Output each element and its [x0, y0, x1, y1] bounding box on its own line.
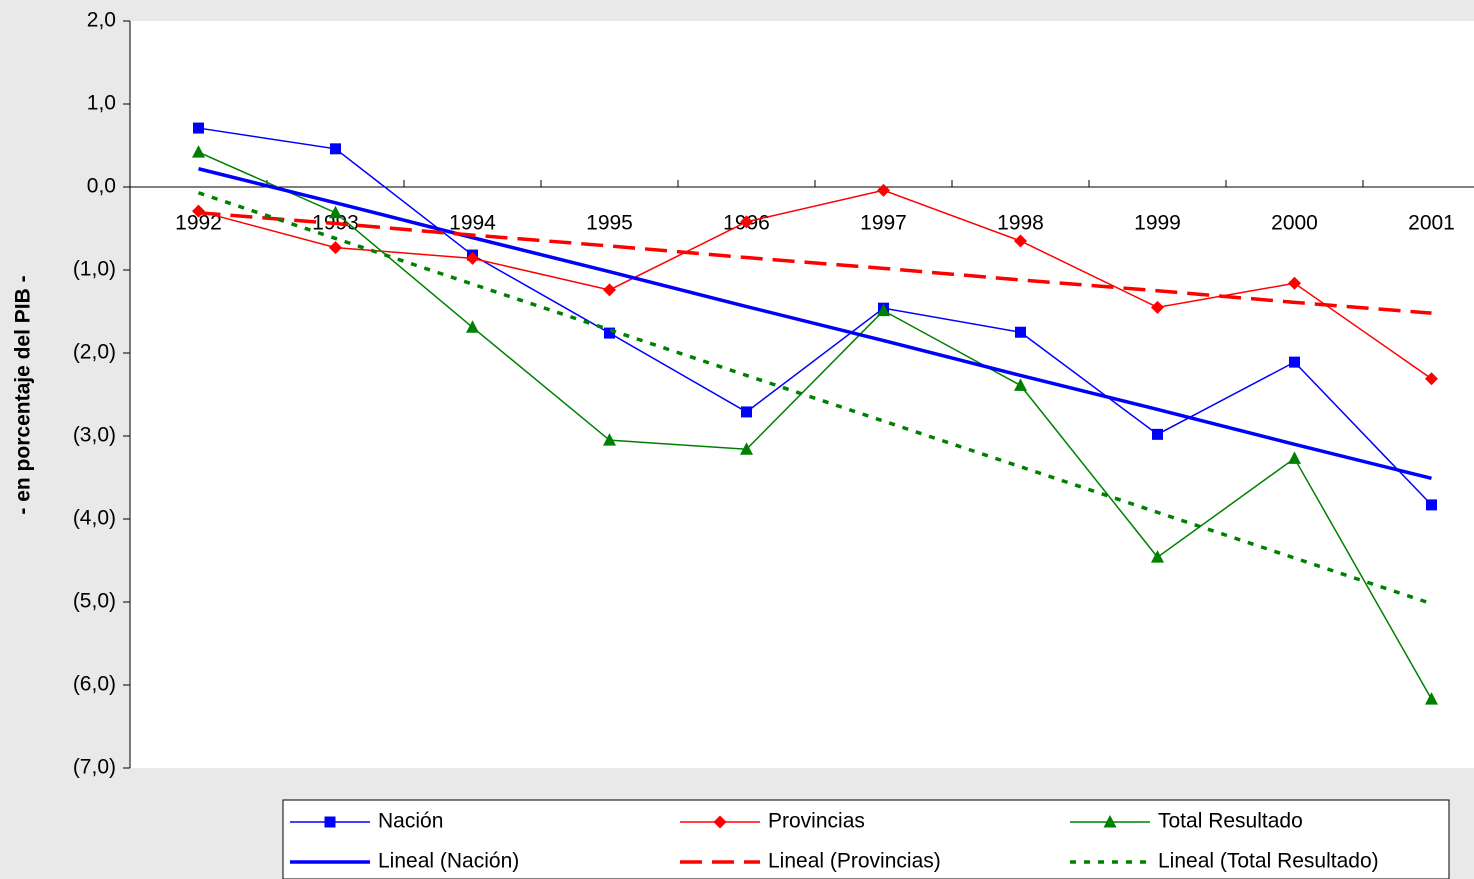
point: [466, 251, 479, 265]
plot-area: [130, 21, 1474, 768]
legend-label: Total Resultado: [1158, 810, 1303, 833]
legend-label: Lineal (Nación): [378, 850, 519, 873]
legend-label: Provincias: [768, 810, 865, 833]
point: [192, 145, 205, 158]
point: [877, 183, 890, 197]
trend-line: [198, 210, 1432, 315]
point: [603, 433, 616, 446]
x-tick-label: 1999: [1134, 212, 1181, 235]
trend-line: [198, 167, 1432, 481]
point: [1151, 550, 1164, 563]
point: [1288, 276, 1301, 290]
legend: [282, 799, 1450, 879]
y-tick-label: 2,0: [87, 9, 116, 32]
y-tick-label: (2,0): [73, 341, 116, 364]
point: [1152, 428, 1163, 440]
point: [877, 303, 890, 317]
x-tick-label: 1995: [586, 212, 633, 235]
point: [1014, 378, 1027, 391]
series-line: [198, 151, 1433, 700]
point: [740, 215, 753, 229]
legend-label: Lineal (Total Resultado): [1158, 850, 1379, 873]
point: [1288, 451, 1301, 464]
point: [741, 406, 752, 418]
x-tick-label: 1992: [175, 212, 222, 235]
x-tick-label: 1994: [449, 212, 496, 235]
y-tick-label: (6,0): [73, 673, 116, 696]
x-tick-label: 1998: [997, 212, 1044, 235]
y-tick-label: 0,0: [87, 175, 116, 198]
point: [1289, 356, 1300, 368]
y-tick-label: 1,0: [87, 92, 116, 115]
series-line: [198, 127, 1433, 506]
legend-marker: [324, 816, 336, 828]
y-tick-label: (7,0): [73, 756, 116, 779]
point: [740, 442, 753, 455]
y-tick-label: (3,0): [73, 424, 116, 447]
y-tick-label: (4,0): [73, 507, 116, 530]
point: [466, 320, 479, 333]
point: [329, 205, 342, 219]
x-tick-label: 2001: [1408, 212, 1455, 235]
point: [1425, 372, 1438, 386]
point: [603, 283, 616, 297]
point: [1426, 499, 1437, 511]
y-tick-label: (5,0): [73, 590, 116, 613]
point: [193, 122, 204, 134]
point: [604, 327, 615, 339]
point: [1014, 234, 1027, 248]
x-tick-label: 1997: [860, 212, 907, 235]
y-axis-title: - en porcentaje del PIB -: [12, 275, 35, 514]
x-tick-label: 2000: [1271, 212, 1318, 235]
legend-label: Lineal (Provincias): [768, 850, 941, 873]
legend-marker: [1103, 815, 1117, 828]
legend-marker: [713, 815, 727, 829]
point: [1015, 326, 1026, 338]
y-tick-label: (1,0): [73, 258, 116, 281]
point: [1151, 300, 1164, 314]
legend-label: Nación: [378, 810, 443, 833]
point: [330, 143, 341, 155]
point: [1425, 692, 1438, 705]
trend-line: [197, 191, 1433, 606]
point: [329, 241, 342, 255]
